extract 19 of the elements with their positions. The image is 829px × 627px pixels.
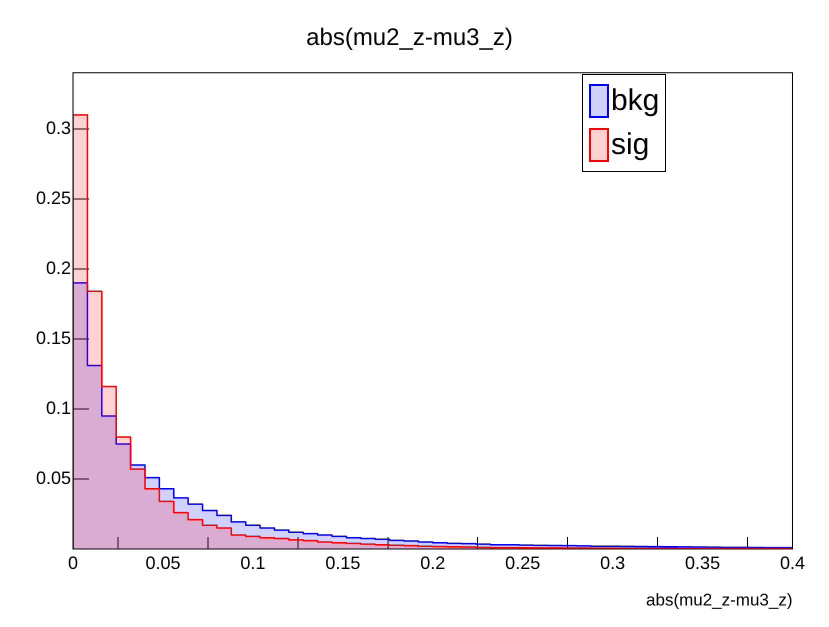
y-tick-label: 0.3 — [46, 118, 72, 138]
x-tick-label: 0.2 — [420, 552, 446, 573]
x-tick-label: 0.3 — [600, 552, 626, 573]
x-tick-label: 0 — [68, 552, 78, 573]
y-tick-label: 0.05 — [36, 468, 72, 488]
y-tick-label: 0.1 — [46, 398, 72, 418]
x-tick-label: 0.15 — [325, 552, 360, 573]
x-tick-label: 0.4 — [780, 552, 806, 573]
x-tick-label: 0.35 — [685, 552, 720, 573]
y-tick-label: 0.15 — [36, 328, 72, 348]
y-tick-label: 0.2 — [46, 258, 72, 278]
x-tick-label: 0.1 — [240, 552, 266, 573]
x-tick-label: 0.05 — [145, 552, 180, 573]
x-tick-label: 0.25 — [505, 552, 540, 573]
legend-label: sig — [611, 127, 650, 163]
legend-label: bkg — [611, 83, 660, 119]
x-axis-title: abs(mu2_z-mu3_z) — [646, 590, 792, 610]
y-tick-label: 0.25 — [36, 188, 72, 208]
chart-title: abs(mu2_z-mu3_z) — [306, 24, 513, 52]
